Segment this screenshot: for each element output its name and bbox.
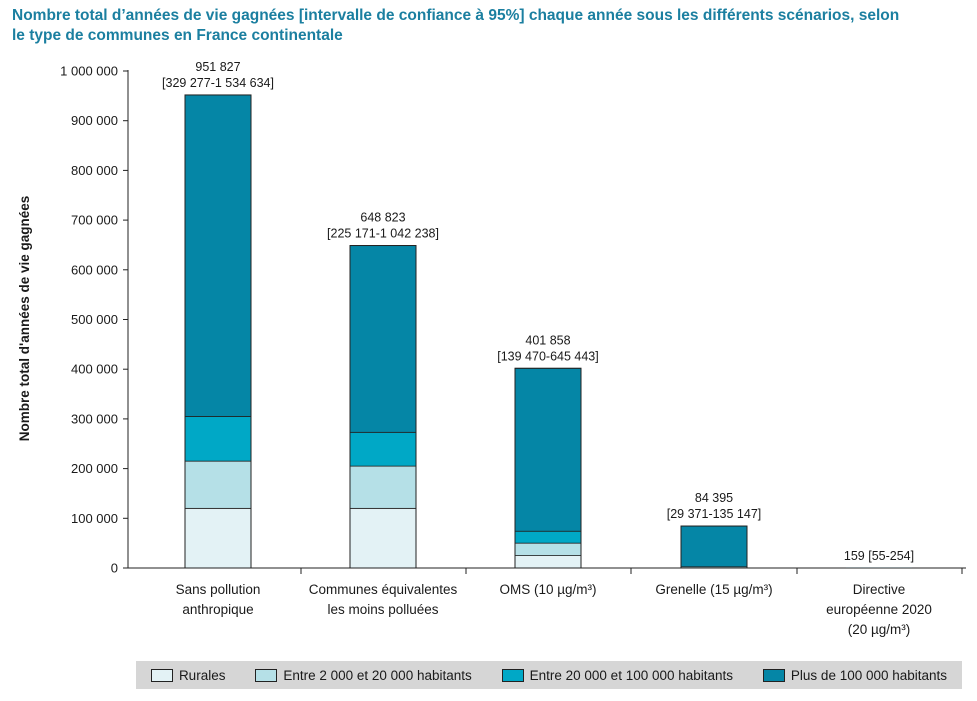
- data-label-3: 401 858: [525, 333, 570, 347]
- legend-label: Entre 20 000 et 100 000 habitants: [529, 667, 734, 683]
- chart-legend: Rurales Entre 2 000 et 20 000 habitants En…: [136, 661, 962, 689]
- data-label-4: 84 395: [695, 491, 733, 505]
- bar-segment-3-series-3: [514, 530, 582, 544]
- legend-swatch: [150, 668, 173, 682]
- category-label-4: Grenelle (15 µg/m³): [655, 582, 772, 597]
- data-label-3: [139 470-645 443]: [497, 349, 598, 363]
- bar-segment-1-series-2: [184, 460, 252, 509]
- chart-title-line-1: Nombre total d’années de vie gagnées [in…: [12, 7, 900, 24]
- bar-outline-1: [184, 94, 252, 569]
- y-tick-label: 200 000: [71, 461, 118, 476]
- bar-segment-2-series-2: [349, 465, 417, 509]
- chart-axes: 0 100 000 200 000 300 000 400 000 500 000 600 …: [17, 64, 966, 576]
- chart-title-line-2: le type de communes en France continenta…: [12, 27, 343, 44]
- bar-segment-2-series-1: [349, 507, 417, 569]
- chart-bars: [184, 94, 912, 569]
- legend-swatch: [255, 668, 278, 682]
- category-label-1: anthropique: [182, 602, 253, 617]
- legend-label: Plus de 100 000 habitants: [790, 667, 948, 683]
- y-tick-label: 100 000: [71, 511, 118, 526]
- data-label-1: [329 277-1 534 634]: [162, 76, 274, 90]
- y-tick-label: 700 000: [71, 213, 118, 228]
- data-label-5: 159 [55-254]: [844, 549, 914, 563]
- legend-swatch: [501, 668, 524, 682]
- legend-item: Rurales: [150, 667, 226, 683]
- category-label-5: Directive: [853, 582, 906, 597]
- bar-segment-2-series-4: [349, 245, 417, 433]
- bar-segment-2-series-3: [349, 431, 417, 467]
- category-label-3: OMS (10 µg/m³): [499, 582, 596, 597]
- y-tick-label: 600 000: [71, 262, 118, 277]
- bar-segment-3-series-1: [514, 555, 582, 569]
- data-label-2: 648 823: [360, 211, 405, 225]
- bar-segment-1-series-3: [184, 416, 252, 462]
- category-label-1: Sans pollution: [176, 582, 261, 597]
- y-tick-label: 800 000: [71, 163, 118, 178]
- category-label-5: (20 µg/m³): [848, 622, 911, 637]
- legend-label: Rurales: [178, 667, 226, 683]
- y-tick-label: 900 000: [71, 113, 118, 128]
- category-label-2: Communes équivalentes: [309, 582, 458, 597]
- bar-segment-3-series-2: [514, 542, 582, 556]
- bar-segment-4-series-4: [680, 525, 748, 568]
- bar-outline-2: [349, 245, 417, 569]
- y-axis-label: Nombre total d'années de vie gagnées: [17, 196, 32, 442]
- legend-item: Entre 20 000 et 100 000 habitants: [501, 667, 734, 683]
- bar-segment-1-series-1: [184, 507, 252, 569]
- y-tick-label: 400 000: [71, 362, 118, 377]
- bar-outline-3: [514, 367, 582, 569]
- data-label-2: [225 171-1 042 238]: [327, 227, 439, 241]
- category-label-5: européenne 2020: [826, 602, 932, 617]
- bar-outline-4: [680, 525, 748, 569]
- bar-segment-3-series-4: [514, 367, 582, 532]
- category-label-2: les moins polluées: [327, 602, 438, 617]
- chart-labels: 951 827 [329 277-1 534 634] Sans pollution…: [162, 60, 932, 637]
- y-tick-label: 300 000: [71, 411, 118, 426]
- chart-title: Nombre total d’années de vie gagnées [in…: [12, 6, 962, 46]
- legend-label: Entre 2 000 et 20 000 habitants: [283, 667, 472, 683]
- y-tick-label: 0: [111, 561, 118, 576]
- legend-item: Entre 2 000 et 20 000 habitants: [255, 667, 472, 683]
- bar-segment-1-series-4: [184, 94, 252, 417]
- y-tick-label: 500 000: [71, 312, 118, 327]
- legend-swatch: [762, 668, 785, 682]
- data-label-1: 951 827: [195, 60, 240, 74]
- data-label-4: [29 371-135 147]: [667, 507, 762, 521]
- legend-item: Plus de 100 000 habitants: [762, 667, 948, 683]
- y-tick-label: 1 000 000: [60, 64, 118, 79]
